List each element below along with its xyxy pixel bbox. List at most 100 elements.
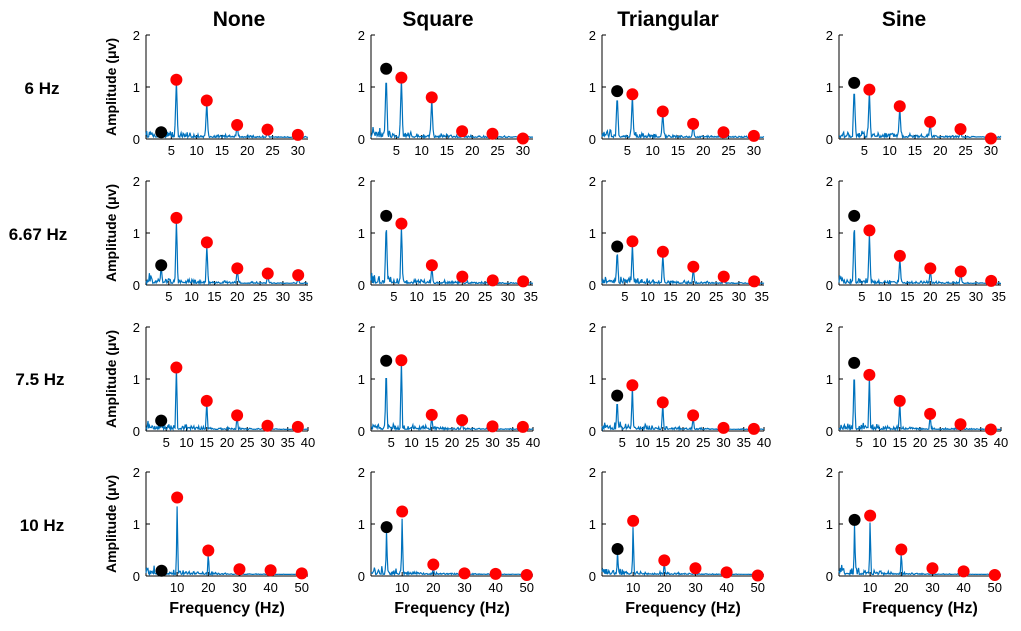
x-tick-label: 40: [488, 580, 502, 595]
y-tick-label: 2: [826, 174, 833, 189]
harmonic-marker-1: [395, 217, 408, 230]
subharmonic-marker: [155, 414, 168, 427]
harmonic-marker-2: [202, 544, 215, 557]
y-tick-label: 1: [589, 80, 596, 95]
subharmonic-marker: [155, 259, 168, 272]
x-tick-label: 25: [478, 289, 492, 304]
y-tick-label: 0: [358, 424, 365, 439]
y-tick-label: 1: [826, 517, 833, 532]
x-tick-label: 25: [958, 143, 972, 158]
x-tick-label: 10: [189, 143, 203, 158]
x-tick-label: 15: [671, 143, 685, 158]
x-tick-label: 10: [404, 435, 418, 450]
x-tick-label: 15: [908, 143, 922, 158]
y-tick-label: 0: [358, 132, 365, 147]
harmonic-marker-5: [291, 420, 304, 433]
harmonic-marker-5: [985, 274, 998, 287]
x-tick-label: 15: [440, 143, 454, 158]
y-axis-label: Amplitude (μv): [103, 184, 119, 282]
x-tick-label: 40: [994, 435, 1008, 450]
x-tick-label: 30: [747, 143, 761, 158]
x-tick-label: 35: [737, 435, 751, 450]
y-tick-label: 2: [589, 320, 596, 335]
x-tick-label: 25: [946, 289, 960, 304]
x-tick-label: 25: [933, 435, 947, 450]
harmonic-marker-3: [687, 260, 700, 273]
x-tick-label: 20: [676, 435, 690, 450]
y-axis-label: Amplitude (μv): [103, 38, 119, 136]
x-tick-label: 30: [485, 435, 499, 450]
y-tick-label: 2: [358, 174, 365, 189]
harmonic-marker-4: [717, 270, 730, 283]
x-tick-label: 10: [872, 435, 886, 450]
x-tick-label: 20: [426, 580, 440, 595]
x-tick-label: 20: [933, 143, 947, 158]
panel-10hz-square: 0 1 2 10 20 30 40 50 Frequency (Hz): [358, 465, 534, 617]
x-tick-label: 5: [165, 289, 172, 304]
harmonic-marker-2: [893, 394, 906, 407]
x-tick-label: 20: [455, 289, 469, 304]
x-tick-label: 40: [719, 580, 733, 595]
x-tick-label: 5: [390, 289, 397, 304]
row-label-6-67hz: 6.67 Hz: [9, 225, 68, 244]
x-tick-label: 40: [263, 580, 277, 595]
y-tick-label: 1: [826, 80, 833, 95]
x-tick-label: 35: [281, 435, 295, 450]
harmonic-marker-4: [486, 127, 499, 140]
x-axis-label: Frequency (Hz): [169, 600, 285, 617]
x-tick-label: 35: [298, 289, 312, 304]
harmonic-marker-2: [200, 236, 213, 249]
spectrum-line: [145, 506, 309, 577]
y-tick-label: 1: [133, 226, 140, 241]
y-tick-label: 2: [133, 320, 140, 335]
x-tick-label: 30: [291, 143, 305, 158]
harmonic-marker-5: [520, 568, 533, 581]
x-tick-label: 35: [974, 435, 988, 450]
x-tick-label: 30: [260, 435, 274, 450]
x-tick-label: 5: [168, 143, 175, 158]
harmonic-marker-2: [893, 249, 906, 262]
harmonic-marker-3: [926, 562, 939, 575]
x-tick-label: 40: [956, 580, 970, 595]
x-tick-label: 40: [301, 435, 315, 450]
y-tick-label: 1: [133, 80, 140, 95]
harmonic-marker-5: [747, 422, 760, 435]
x-axis-label: Frequency (Hz): [394, 600, 510, 617]
harmonic-marker-3: [687, 117, 700, 130]
harmonic-marker-5: [517, 275, 530, 288]
x-tick-label: 20: [230, 289, 244, 304]
x-tick-label: 10: [414, 143, 428, 158]
spectrum-line: [838, 230, 1001, 286]
x-tick-label: 5: [619, 435, 626, 450]
spectrum-line: [839, 90, 1002, 139]
harmonic-marker-1: [863, 368, 876, 381]
subharmonic-marker: [611, 240, 624, 253]
subharmonic-marker: [380, 62, 393, 75]
panel-10hz-none: 0 1 2 10 20 30 40 50 Amplitude (μv) Frequency (Hz…: [103, 465, 309, 617]
y-tick-label: 0: [133, 132, 140, 147]
y-tick-label: 2: [133, 465, 140, 480]
x-tick-label: 25: [240, 435, 254, 450]
x-tick-label: 30: [457, 580, 471, 595]
subharmonic-marker: [848, 356, 861, 369]
panel-10hz-sine: 0 1 2 10 20 30 40 50 Frequency (Hz): [826, 465, 1002, 617]
harmonic-marker-1: [396, 505, 409, 518]
x-tick-label: 20: [686, 289, 700, 304]
subharmonic-marker: [611, 85, 624, 98]
subharmonic-marker: [380, 521, 393, 534]
spectrum-line: [601, 527, 765, 577]
y-tick-label: 1: [589, 517, 596, 532]
x-tick-label: 20: [445, 435, 459, 450]
x-tick-label: 20: [923, 289, 937, 304]
x-tick-label: 15: [207, 289, 221, 304]
y-tick-label: 2: [826, 28, 833, 43]
x-tick-label: 15: [425, 435, 439, 450]
harmonic-marker-5: [751, 569, 764, 582]
harmonic-marker-5: [292, 269, 305, 282]
